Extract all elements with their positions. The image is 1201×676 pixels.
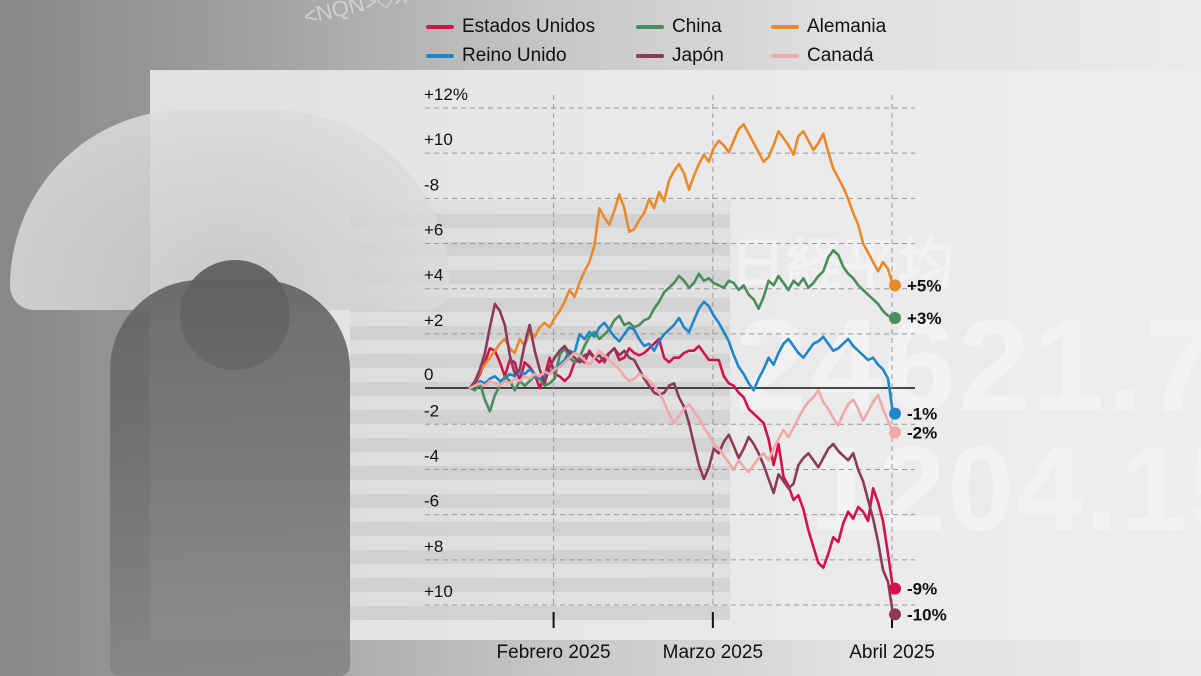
y-tick-label: +10: [424, 582, 453, 601]
series-end-dot: [889, 407, 901, 420]
series-line-alemania: [468, 123, 895, 390]
background-person: [110, 280, 350, 676]
series-end-label: +3%: [907, 309, 942, 328]
legend-swatch: [426, 25, 454, 29]
legend-swatch: [636, 25, 664, 29]
series-line-canadá: [468, 349, 895, 474]
series-end-label: -1%: [907, 405, 937, 424]
y-tick-label: +10: [424, 130, 453, 149]
y-axis-ticks: +12% +10 -8 +6 +4 +2 0 -2 -4 -6 +8 +10: [424, 85, 468, 601]
series-line-estados-unidos: [468, 337, 895, 591]
series-end-dot: [889, 312, 901, 324]
series-end-label: -2%: [907, 423, 937, 442]
y-tick-label: -2: [424, 401, 439, 420]
legend-swatch: [771, 25, 799, 29]
y-tick-label: -6: [424, 492, 439, 511]
legend-label: Reino Unido: [462, 45, 567, 66]
legend-item: China: [636, 16, 722, 38]
series-line-reino-unido: [468, 300, 895, 416]
legend-item: Canadá: [771, 45, 874, 67]
legend-label: Japón: [672, 45, 724, 66]
legend-item: Estados Unidos: [426, 16, 595, 38]
series-end-dot: [889, 279, 901, 292]
series-line-china: [468, 249, 895, 413]
series-end-dot: [889, 582, 901, 595]
legend-item: Japón: [636, 45, 724, 67]
series-end-label: -9%: [907, 580, 937, 599]
legend-label: Canadá: [807, 45, 874, 66]
legend-item: Alemania: [771, 16, 886, 38]
y-tick-label: +12%: [424, 85, 468, 104]
x-axis-ticks: Febrero 2025 Marzo 2025 Abril 2025: [497, 612, 935, 663]
y-tick-label: +2: [424, 311, 443, 330]
y-tick-label: -4: [424, 446, 439, 465]
chart-grid: [425, 95, 915, 608]
legend-swatch: [771, 54, 799, 58]
y-tick-label: +4: [424, 266, 443, 285]
legend-swatch: [636, 54, 664, 58]
x-tick-label: Abril 2025: [849, 642, 935, 663]
legend-label: Alemania: [807, 16, 887, 37]
x-tick-label: Marzo 2025: [663, 642, 763, 663]
series-end-points: -9% +3% +5% -1% -10% -2%: [889, 276, 947, 624]
series-line-japón: [468, 302, 895, 616]
y-tick-label: -8: [424, 175, 439, 194]
series-end-dot: [889, 426, 901, 439]
y-tick-label: +6: [424, 221, 443, 240]
legend-item: Reino Unido: [426, 45, 567, 67]
y-tick-label: +8: [424, 537, 443, 556]
x-tick-label: Febrero 2025: [497, 642, 611, 663]
series-end-dot: [889, 608, 901, 621]
chart-legend: Estados Unidos China Alemania Reino Unido Ja…: [426, 16, 896, 74]
series-end-label: -10%: [907, 605, 947, 624]
legend-label: Estados Unidos: [462, 16, 596, 37]
legend-label: China: [672, 16, 722, 37]
y-tick-label: 0: [424, 365, 433, 384]
series-end-label: +5%: [907, 276, 942, 295]
legend-swatch: [426, 54, 454, 58]
chart-series: [468, 123, 895, 616]
background-big-number-1: 24621.72: [735, 292, 1201, 438]
